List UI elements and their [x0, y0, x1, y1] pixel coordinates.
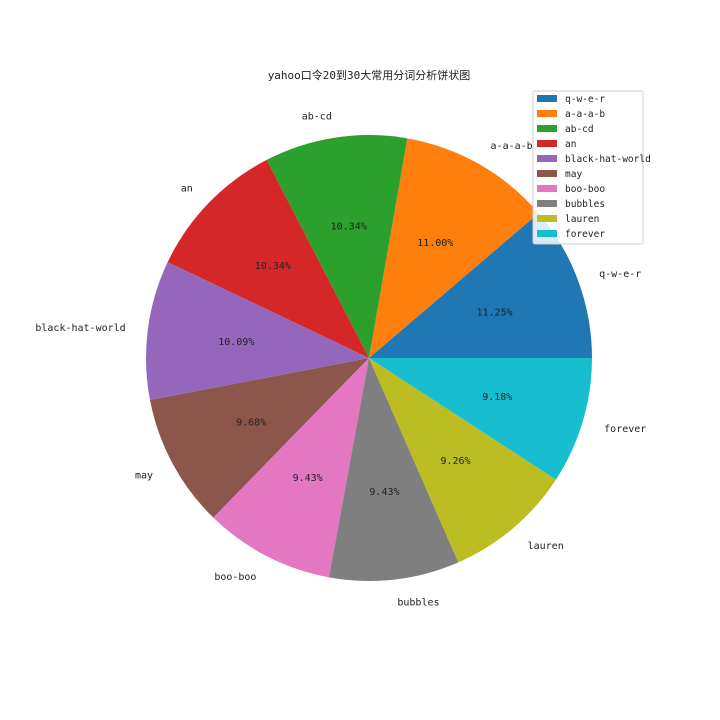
slice-percent-label: 10.34%	[331, 222, 367, 233]
pie-slice	[146, 262, 369, 401]
slice-label: ab-cd	[302, 112, 332, 123]
legend-swatch	[537, 170, 557, 177]
legend-swatch	[537, 215, 557, 222]
slice-labels: q-w-e-r a-a-a-b ab-cd an black-hat-world may b…	[35, 112, 646, 609]
legend-entry-label: forever	[565, 229, 605, 240]
pie-slice	[329, 358, 459, 581]
percent-labels: 11.25% 11.00% 10.34% 10.34% 10.09% 9.68% 9.43%…	[218, 222, 512, 498]
legend-swatch	[537, 140, 557, 147]
slice-label: lauren	[528, 541, 564, 552]
legend: q-w-e-r a-a-a-b ab-cd an black-hat-world may b…	[532, 90, 651, 245]
pie-slice	[167, 159, 369, 358]
legend-entry-label: may	[565, 169, 582, 180]
legend-swatch	[537, 230, 557, 237]
slice-percent-label: 9.43%	[369, 487, 399, 498]
legend-entry-label: bubbles	[565, 199, 605, 210]
legend-swatch	[537, 110, 557, 117]
legend-swatch	[537, 95, 557, 102]
legend-swatch	[537, 200, 557, 207]
pie-slice	[266, 135, 408, 358]
slice-percent-label: 11.00%	[417, 238, 453, 249]
slice-percent-label: 9.68%	[236, 417, 266, 428]
slice-label: black-hat-world	[35, 323, 125, 334]
legend-entry-label: black-hat-world	[565, 154, 651, 165]
slice-label: may	[135, 470, 153, 481]
slice-percent-label: 10.34%	[255, 261, 291, 272]
slice-label: boo-boo	[214, 572, 256, 583]
legend-swatch	[537, 155, 557, 162]
slice-percent-label: 9.26%	[440, 456, 470, 467]
slice-label: q-w-e-r	[599, 269, 641, 280]
legend-entry-label: a-a-a-b	[565, 109, 605, 120]
legend-entry-label: q-w-e-r	[565, 94, 605, 105]
pie-slice	[213, 358, 369, 578]
legend-swatch	[537, 125, 557, 132]
pie-slice	[369, 213, 592, 358]
pie-slice	[369, 138, 539, 358]
pie-slice	[369, 358, 556, 563]
slice-percent-label: 9.43%	[293, 473, 323, 484]
legend-entry-label: ab-cd	[565, 124, 594, 135]
slice-percent-label: 10.09%	[218, 337, 254, 348]
legend-entry-label: boo-boo	[565, 184, 605, 195]
slice-label: forever	[604, 424, 646, 435]
pie-slice	[369, 358, 592, 480]
legend-swatch	[537, 185, 557, 192]
legend-entry-label: lauren	[565, 214, 599, 225]
pie-slice	[150, 358, 369, 518]
pie-slices	[146, 135, 592, 581]
slice-percent-label: 11.25%	[476, 308, 512, 319]
slice-label: an	[181, 183, 193, 194]
chart-title: yahoo口令20到30大常用分词分析饼状图	[268, 68, 471, 82]
legend-frame	[532, 90, 644, 245]
slice-percent-label: 9.18%	[482, 392, 512, 403]
slice-label: bubbles	[397, 598, 439, 609]
slice-label: a-a-a-b	[491, 141, 533, 152]
legend-entry-label: an	[565, 139, 576, 150]
